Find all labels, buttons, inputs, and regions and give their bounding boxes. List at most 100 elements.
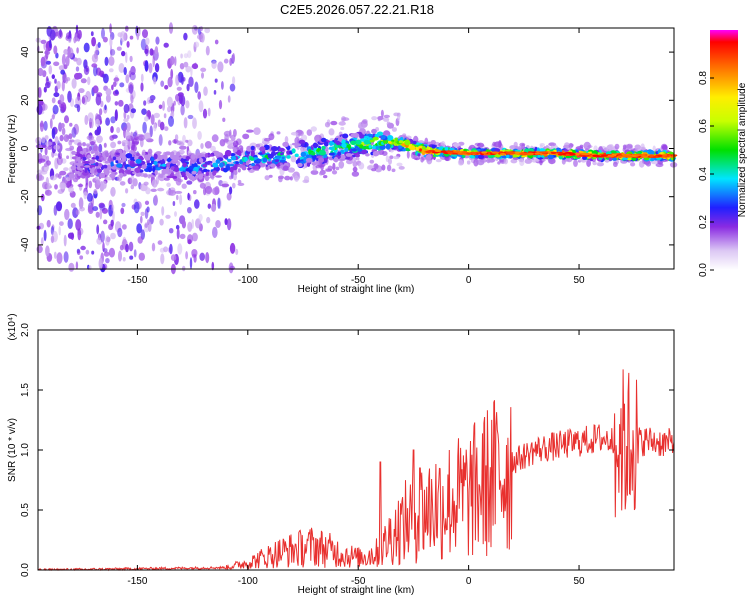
spectrogram-halo bbox=[205, 186, 213, 194]
spectrogram-ridge-cell bbox=[191, 170, 197, 175]
spectrogram-ridge-cell bbox=[175, 171, 180, 176]
spectrogram-halo bbox=[340, 126, 345, 131]
spectrogram-core-cell bbox=[499, 153, 507, 156]
spectrogram-ridge-cell bbox=[361, 145, 369, 150]
spectrogram-speckle bbox=[187, 207, 192, 214]
spectrogram-ridge-cell bbox=[110, 153, 115, 156]
spectrogram-ridge-cell bbox=[372, 145, 376, 150]
spectrogram-speckle bbox=[217, 197, 221, 209]
spectrogram-speckle bbox=[198, 214, 203, 222]
spectrogram-speckle bbox=[103, 142, 107, 148]
spectrogram-speckle bbox=[58, 65, 65, 71]
y-tick-label: 0.0 bbox=[20, 563, 31, 577]
spectrogram-speckle bbox=[215, 220, 221, 228]
spectrogram-halo bbox=[435, 159, 442, 163]
spectrogram-halo bbox=[85, 143, 91, 147]
spectrogram-halo bbox=[179, 145, 187, 150]
spectrogram-speckle bbox=[185, 65, 191, 73]
spectrogram-speckle bbox=[104, 104, 107, 111]
spectrogram-speckle bbox=[118, 99, 124, 107]
spectrogram-speckle bbox=[163, 42, 169, 48]
spectrogram-halo bbox=[253, 127, 261, 135]
spectrogram-halo bbox=[396, 162, 403, 167]
spectrogram-ridge-cell bbox=[154, 169, 158, 176]
spectrogram-speckle bbox=[145, 37, 150, 45]
spectrogram-core-cell bbox=[649, 154, 654, 157]
spectrogram-speckle bbox=[130, 175, 135, 186]
spectrogram-speckle bbox=[223, 58, 229, 64]
spectrogram-speckle bbox=[76, 47, 79, 54]
spectrogram-ridge-cell bbox=[274, 159, 280, 163]
spectrogram-ridge-cell bbox=[286, 155, 291, 159]
spectrogram-ridge-cell bbox=[301, 143, 305, 147]
spectrogram-speckle bbox=[204, 27, 211, 34]
spectrogram-halo bbox=[124, 130, 131, 139]
spectrogram-speckle bbox=[76, 249, 81, 255]
spectrogram-speckle bbox=[126, 41, 130, 48]
spectrogram-speckle bbox=[186, 83, 190, 92]
spectrogram-ridge-cell bbox=[310, 151, 316, 156]
spectrogram-ridge-cell bbox=[372, 150, 380, 157]
spectrogram-halo bbox=[377, 117, 381, 122]
colorbar-ticks: 0.0 0.2 0.4 0.6 0.8 bbox=[698, 71, 714, 277]
spectrogram-halo bbox=[338, 121, 346, 126]
spectrogram-speckle bbox=[197, 34, 203, 40]
spectrogram-speckle bbox=[102, 36, 108, 43]
spectrogram-core-cell bbox=[606, 154, 615, 158]
spectrogram-speckle bbox=[187, 239, 192, 245]
spectrogram-ridge-cell bbox=[380, 134, 386, 140]
spectrogram-speckle bbox=[227, 49, 232, 54]
spectrogram-halo bbox=[121, 140, 129, 145]
spectrogram-ridge-cell bbox=[203, 168, 208, 173]
spectrogram-ridge-cell bbox=[141, 163, 147, 170]
spectrogram-halo bbox=[294, 175, 299, 182]
spectrogram-speckle bbox=[51, 74, 55, 80]
spectrogram-speckle bbox=[51, 127, 56, 140]
spectrogram-ridge-cell bbox=[100, 157, 105, 161]
spectrogram-speckle bbox=[232, 53, 236, 63]
spectrogram-speckle bbox=[69, 122, 73, 127]
spectrogram-halo bbox=[330, 120, 338, 126]
spectrogram-ridge-cell bbox=[245, 160, 249, 166]
spectrogram-ridge-cell bbox=[648, 150, 655, 156]
spectrogram-halo bbox=[109, 135, 115, 141]
spectrogram-speckle bbox=[50, 235, 55, 244]
spectrogram-speckle bbox=[183, 32, 188, 41]
spectrogram-halo bbox=[296, 130, 304, 137]
spectrogram-ridge-cell bbox=[77, 156, 81, 160]
spectrogram-ridge-cell bbox=[308, 148, 312, 155]
spectrogram-halo bbox=[477, 159, 485, 166]
spectrogram-ridge-cell bbox=[345, 153, 353, 157]
spectrogram-speckle bbox=[92, 85, 99, 94]
spectrogram-halo bbox=[310, 170, 319, 175]
spectrogram-ridge-cell bbox=[126, 166, 131, 170]
spectrogram-ridge-cell bbox=[182, 162, 187, 168]
spectrogram-speckle bbox=[71, 126, 77, 138]
spectrogram-core-cell bbox=[592, 154, 599, 157]
spectrogram-core-cell bbox=[447, 151, 453, 155]
spectrogram-speckle bbox=[214, 78, 218, 83]
spectrogram-speckle bbox=[144, 200, 150, 205]
spectrogram-halo bbox=[134, 136, 139, 141]
spectrogram-ridge-cell bbox=[282, 165, 289, 171]
spectrogram-halo bbox=[331, 170, 338, 175]
spectrogram-halo bbox=[57, 189, 64, 195]
spectrogram-speckle bbox=[116, 46, 122, 51]
spectrogram-speckle bbox=[140, 82, 144, 92]
spectrogram-halo bbox=[393, 155, 400, 160]
spectrogram-speckle bbox=[118, 63, 125, 73]
spectrogram-ridge-cell bbox=[111, 165, 118, 170]
spectrogram-speckle bbox=[168, 228, 174, 234]
spectrogram-speckle bbox=[66, 32, 72, 40]
spectrogram-speckle bbox=[129, 55, 133, 63]
spectrogram-halo bbox=[338, 160, 345, 169]
y-tick-label: 20 bbox=[20, 94, 31, 106]
spectrogram-halo bbox=[44, 189, 52, 196]
spectrogram-speckle bbox=[141, 108, 147, 115]
spectrogram-speckle bbox=[46, 219, 51, 228]
spectrogram-speckle bbox=[63, 234, 67, 247]
spectrogram-speckle bbox=[172, 201, 176, 206]
spectrogram-ridge-cell bbox=[404, 139, 411, 146]
spectrogram-speckle bbox=[229, 186, 233, 195]
spectrogram-speckle bbox=[154, 194, 158, 206]
